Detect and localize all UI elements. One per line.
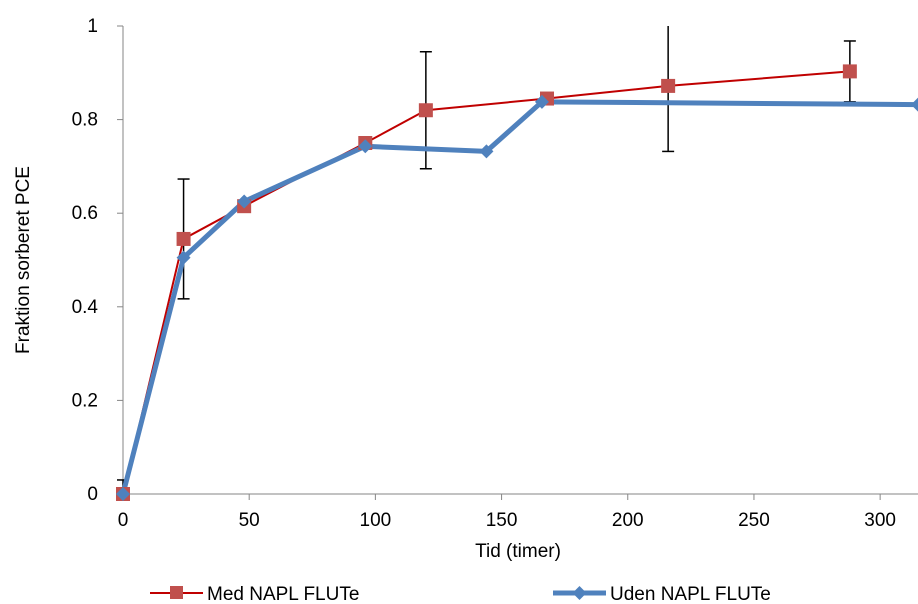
x-tick-label: 300 <box>864 510 896 531</box>
x-tick-label: 200 <box>612 510 644 531</box>
legend-label-med: Med NAPL FLUTe <box>207 584 359 604</box>
x-tick-label: 250 <box>738 510 770 531</box>
x-tick-label: 0 <box>118 510 129 531</box>
y-tick-label: 0.4 <box>72 297 99 318</box>
y-axis-title: Fraktion sorberet PCE <box>13 166 34 354</box>
legend-item-uden: Uden NAPL FLUTe <box>553 584 771 604</box>
tick-labels: 0 0.2 0.4 0.6 0.8 1 0 50 100 150 200 250 300 <box>72 16 896 531</box>
y-tick-label: 0.8 <box>72 110 98 131</box>
x-tick-label: 50 <box>239 510 260 531</box>
data-point-diamond <box>176 250 191 265</box>
data-point-diamond <box>358 139 373 154</box>
legend-marker-diamond <box>572 586 587 600</box>
error-bars <box>117 26 856 495</box>
data-point-diamond <box>237 194 252 209</box>
y-tick-label: 0.2 <box>72 390 98 411</box>
data-point-diamond <box>911 97 918 112</box>
data-point-square <box>176 231 191 246</box>
axes <box>117 25 918 500</box>
legend-marker-square <box>170 586 183 599</box>
y-tick-label: 0.6 <box>72 203 98 224</box>
y-tick-label: 1 <box>87 16 98 37</box>
legend: Med NAPL FLUTe Uden NAPL FLUTe <box>150 584 771 604</box>
series-lines <box>120 70 918 495</box>
series-markers <box>116 64 918 501</box>
data-point-square <box>842 64 857 79</box>
x-axis-title: Tid (timer) <box>475 541 561 562</box>
legend-item-med: Med NAPL FLUTe <box>150 584 359 604</box>
legend-label-uden: Uden NAPL FLUTe <box>610 584 771 604</box>
data-point-diamond <box>534 94 549 109</box>
x-tick-label: 150 <box>486 510 518 531</box>
data-point-square <box>661 78 676 93</box>
y-tick-label: 0 <box>87 484 98 505</box>
data-point-diamond <box>479 144 494 159</box>
series-line-med <box>122 70 850 495</box>
x-tick-label: 100 <box>360 510 392 531</box>
data-point-diamond <box>116 487 130 501</box>
series-line-uden <box>120 99 918 495</box>
data-point-square <box>418 103 433 118</box>
